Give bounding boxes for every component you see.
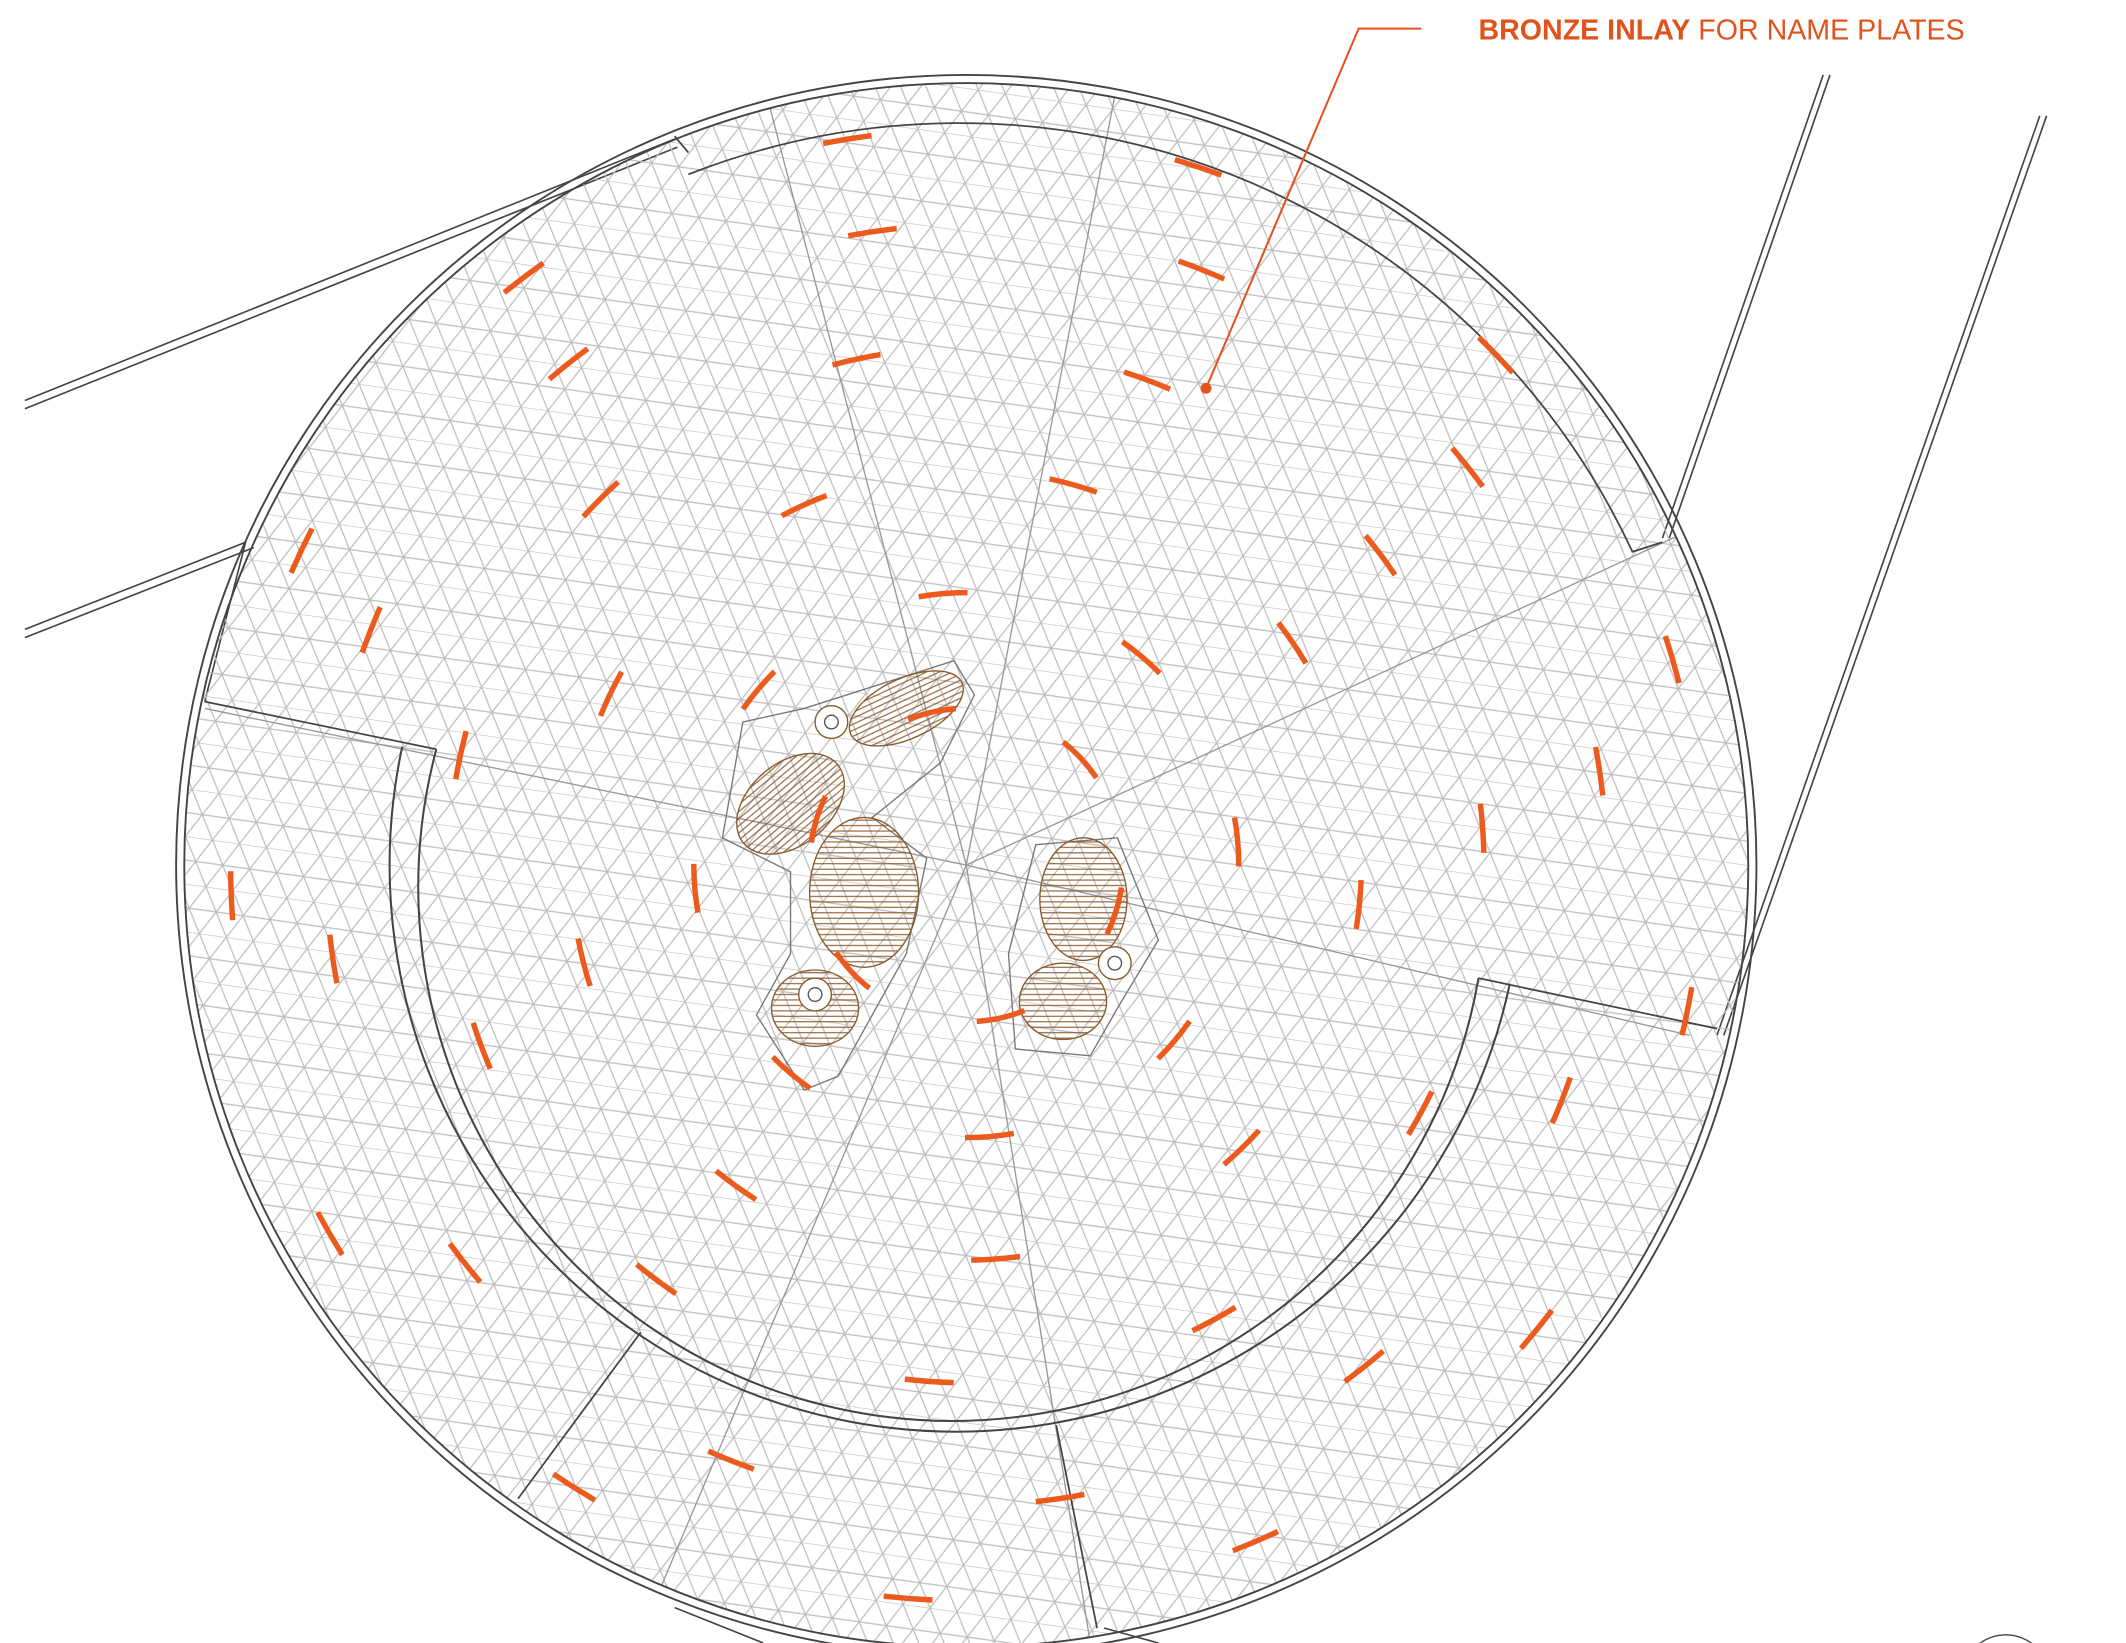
inlay xyxy=(1049,476,1098,495)
inlay xyxy=(1174,157,1223,178)
inlay xyxy=(581,480,620,519)
inlay xyxy=(808,794,829,844)
inlay xyxy=(918,589,968,600)
inlay xyxy=(1679,986,1695,1036)
walkways xyxy=(24,74,2048,1643)
inlay xyxy=(470,1021,493,1070)
rings xyxy=(175,74,1758,1643)
inlay xyxy=(1549,1076,1573,1125)
callout-emphasis: BRONZE INLAY xyxy=(1479,15,1691,47)
inlay xyxy=(822,132,872,147)
inlay xyxy=(976,1008,1026,1025)
inlay xyxy=(1123,369,1172,392)
inlay xyxy=(359,606,383,654)
inlay xyxy=(714,1168,758,1202)
inlay xyxy=(883,1593,933,1603)
inlay xyxy=(551,1471,597,1503)
inlay xyxy=(1662,635,1682,684)
inlay xyxy=(453,730,469,780)
inlay xyxy=(502,260,545,295)
leader-dot xyxy=(1200,382,1212,394)
inlay xyxy=(1353,879,1364,930)
inlay xyxy=(1120,639,1162,676)
inlay xyxy=(1476,335,1515,375)
inlay xyxy=(1450,446,1485,489)
inlay xyxy=(904,1376,954,1386)
inlay xyxy=(1363,533,1398,577)
inlay xyxy=(780,493,828,519)
inlay xyxy=(833,950,872,991)
inlay xyxy=(770,1054,812,1091)
inlay xyxy=(971,1253,1021,1263)
callout-label: BRONZE INLAY FOR NAME PLATES xyxy=(1479,15,1965,47)
inlay xyxy=(634,1262,678,1296)
inlay xyxy=(447,1242,483,1284)
inlay xyxy=(575,938,593,987)
inlay xyxy=(1061,739,1099,780)
inlay xyxy=(1222,1128,1262,1167)
inlay xyxy=(707,1448,755,1472)
inlay xyxy=(740,669,777,711)
inlay xyxy=(227,871,236,921)
inlay xyxy=(1231,817,1242,867)
callout-text: FOR NAME PLATES xyxy=(1698,15,1964,47)
inlay xyxy=(288,527,315,575)
inlay xyxy=(1156,1019,1192,1061)
inlay xyxy=(1343,1348,1385,1384)
inlay xyxy=(327,934,340,984)
inlay xyxy=(1276,621,1309,665)
bronze-inlays xyxy=(227,132,1695,1603)
bronze-figures xyxy=(721,659,1160,1091)
inlay xyxy=(907,706,956,723)
inlay xyxy=(547,346,590,382)
inlay xyxy=(1231,1529,1280,1554)
inlay xyxy=(1406,1090,1435,1136)
inlay xyxy=(597,670,625,718)
callout: BRONZE INLAY FOR NAME PLATES xyxy=(1200,15,1965,394)
inlay xyxy=(965,1130,1015,1141)
inlay xyxy=(1518,1308,1555,1351)
inlay xyxy=(1477,803,1487,853)
inlay xyxy=(1177,258,1226,282)
inlay xyxy=(1592,746,1606,796)
inlay xyxy=(315,1211,345,1257)
inlay xyxy=(831,351,881,368)
leader-line xyxy=(1205,27,1422,389)
inlay xyxy=(1104,887,1125,936)
paving xyxy=(184,83,1749,1643)
inlay xyxy=(847,225,897,239)
inlay xyxy=(691,863,701,914)
inlay xyxy=(1191,1304,1237,1334)
inlay xyxy=(1035,1491,1085,1505)
north-marker xyxy=(1979,1634,2033,1643)
